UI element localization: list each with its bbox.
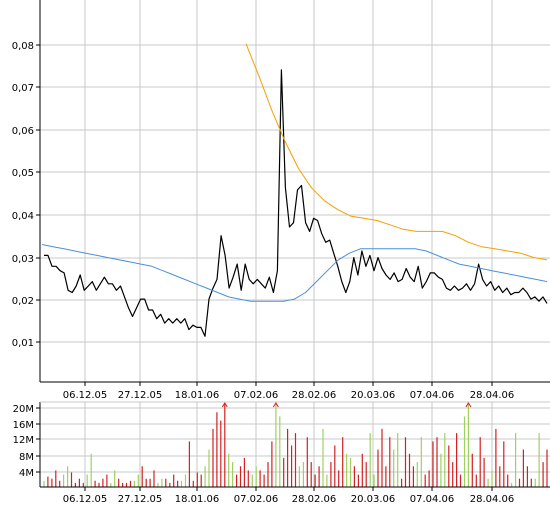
price-x-tick-label: 28.04.06 <box>470 390 515 401</box>
volume-x-tick-label: 07.04.06 <box>410 494 455 505</box>
price-panel-series <box>41 43 548 337</box>
volume-y-tick-label: 4M <box>19 468 34 479</box>
price-y-tick-label: 0,07 <box>12 83 34 94</box>
volume-x-tick-label: 27.12.05 <box>118 494 163 505</box>
chart-axes <box>36 0 550 491</box>
price-x-tick-label: 27.12.05 <box>118 390 163 401</box>
volume-x-tick-label: 20.03.06 <box>351 494 396 505</box>
volume-y-tick-label: 16M <box>13 420 34 431</box>
short_ma-line <box>245 43 548 261</box>
price-y-tick-label: 0,01 <box>12 338 34 349</box>
price-y-tick-label: 0,02 <box>12 296 34 307</box>
price-x-tick-label: 28.02.06 <box>292 390 337 401</box>
volume-x-tick-label: 18.01.06 <box>175 494 220 505</box>
price-y-tick-label: 0,08 <box>12 41 34 52</box>
price-y-tick-label: 0,03 <box>12 254 34 265</box>
volume-y-tick-label: 8M <box>19 452 34 463</box>
volume-x-tick-label: 06.12.05 <box>63 494 108 505</box>
volume-x-tick-label: 28.04.06 <box>470 494 515 505</box>
price-y-tick-label: 0,05 <box>12 168 34 179</box>
volume-overflow-arrow <box>221 402 228 408</box>
price-x-tick-label: 06.12.05 <box>63 390 108 401</box>
volume-x-tick-label: 07.02.06 <box>234 494 279 505</box>
long_ma-line <box>41 244 548 302</box>
volume-overflow-arrow <box>465 402 472 408</box>
price-x-tick-label: 20.03.06 <box>351 390 396 401</box>
volume-panel-bars <box>43 402 548 487</box>
price-line <box>44 69 548 337</box>
volume-y-tick-label: 12M <box>13 435 34 446</box>
price-x-tick-label: 07.02.06 <box>234 390 279 401</box>
price-y-tick-label: 0,06 <box>12 126 34 137</box>
chart-tick-labels: 0,01 0,02 0,03 0,04 0,05 0,06 0,07 0,08 06.12.05… <box>12 41 515 505</box>
volume-x-tick-label: 28.02.06 <box>292 494 337 505</box>
price-x-tick-label: 07.04.06 <box>410 390 455 401</box>
price-panel-grid <box>40 0 550 382</box>
volume-y-tick-label: 20M <box>13 404 34 415</box>
price-y-tick-label: 0,04 <box>12 211 34 222</box>
volume-overflow-arrow <box>272 402 279 408</box>
price-x-tick-label: 18.01.06 <box>175 390 220 401</box>
